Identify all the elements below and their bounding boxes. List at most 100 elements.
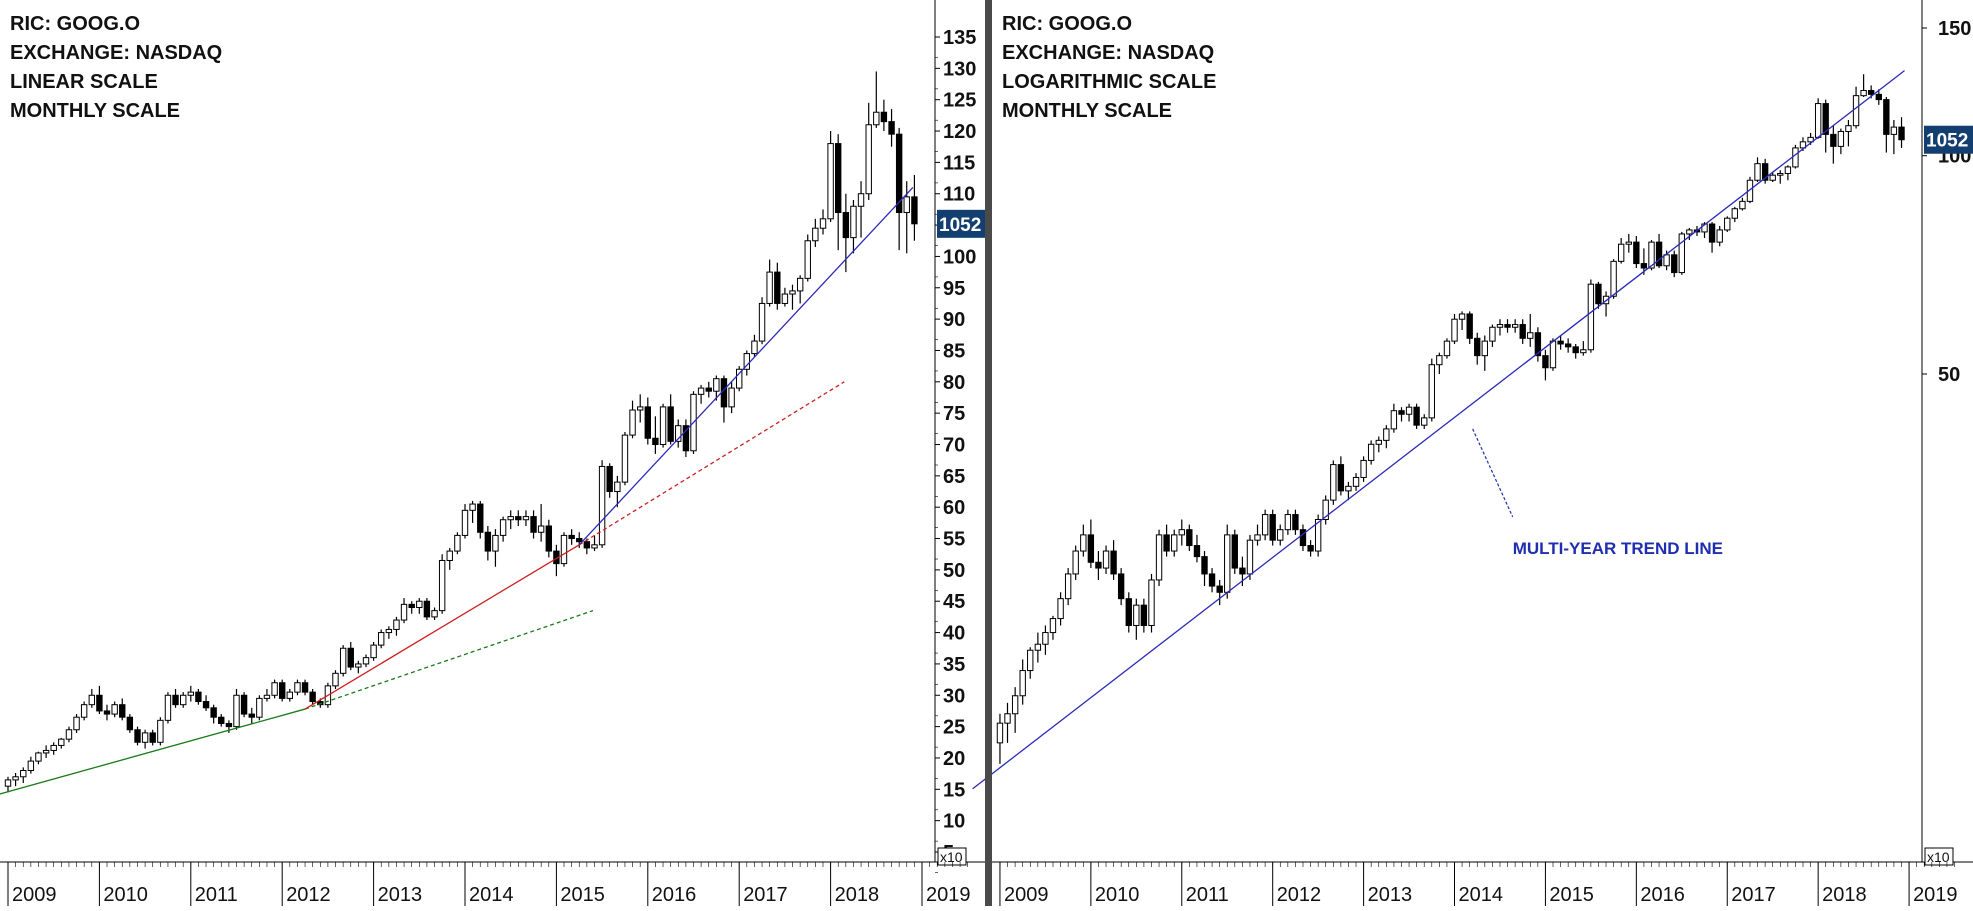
candle-up (50, 744, 57, 751)
candle-down (279, 682, 286, 699)
red-dotted-extension (578, 381, 845, 546)
candle-up (1617, 243, 1625, 262)
y-tick-label: 85 (943, 340, 965, 362)
candle-up (454, 534, 461, 552)
candle-up (1678, 233, 1685, 274)
y-tick-label: 50 (943, 560, 965, 582)
candle-down (1572, 346, 1579, 354)
candle-up (65, 729, 73, 740)
y-tick-label: 150 (1938, 18, 1971, 40)
candle-down (895, 133, 903, 214)
y-tick-label: 110 (943, 184, 975, 206)
candle-up (1019, 670, 1026, 697)
candle-down (1708, 223, 1716, 243)
candle-up (469, 503, 476, 511)
candle-up (743, 353, 750, 370)
candle-down (774, 271, 781, 304)
candle-down (126, 716, 134, 731)
candle-down (1231, 534, 1238, 569)
candle-up (1436, 355, 1443, 366)
candle-up (461, 509, 469, 536)
candle-up (256, 697, 263, 718)
candle-up (1155, 534, 1163, 581)
candle-up (1458, 313, 1466, 320)
candle-up (1421, 417, 1428, 426)
y-tick-label: 40 (943, 623, 965, 645)
candle-up (1133, 604, 1140, 626)
chart-info-line: MONTHLY SCALE (1002, 100, 1172, 122)
candle-down (888, 121, 895, 135)
candle-down (1398, 410, 1405, 415)
candle-up (1171, 534, 1178, 552)
candle-up (1511, 324, 1519, 328)
candle-down (423, 600, 431, 618)
candle-up (1769, 174, 1776, 181)
candle-up (1004, 713, 1011, 724)
candle-up (1527, 332, 1534, 339)
candle-down (1307, 545, 1314, 552)
green-dotted-extension (304, 610, 594, 710)
candle-down (210, 707, 217, 718)
candle-up (1314, 519, 1322, 552)
x-tick-label: 2013 (1368, 884, 1413, 906)
candle-up (1852, 95, 1860, 127)
y-tick-label: 125 (943, 90, 976, 112)
candle-down (652, 437, 659, 446)
candle-up (1549, 340, 1557, 369)
candle-down (583, 541, 591, 549)
candle-down (1504, 324, 1511, 328)
candle-up (1663, 254, 1670, 267)
candle-up (1034, 643, 1042, 651)
candle-up (1428, 364, 1435, 419)
candle-up (1610, 260, 1617, 297)
candle-down (1822, 103, 1829, 135)
candle-up (1360, 459, 1367, 478)
candle-up (416, 600, 423, 609)
multiplier-box (1924, 847, 1954, 866)
x-tick-label: 2012 (286, 884, 331, 906)
y-tick-label: 75 (943, 403, 965, 425)
chart-info-line: LINEAR SCALE (10, 71, 158, 93)
candle-up (873, 111, 880, 126)
candle-down (1564, 343, 1572, 348)
x-tick-label: 2011 (1186, 884, 1229, 906)
x-tick-label: 2012 (1277, 884, 1322, 906)
candle-up (355, 663, 362, 668)
candle-up (827, 143, 834, 220)
candles (996, 74, 1905, 764)
candle-up (111, 704, 118, 715)
candle-up (621, 434, 629, 483)
candle-up (736, 368, 743, 389)
candle-down (1633, 241, 1640, 265)
candle-down (317, 701, 324, 706)
candle-up (1625, 241, 1632, 245)
candle-up (1739, 200, 1746, 210)
candle-down (1474, 337, 1481, 357)
candle-up (781, 293, 789, 304)
candle-up (1451, 318, 1458, 342)
candle-up (446, 550, 453, 561)
panel-divider (985, 0, 992, 906)
candle-up (1746, 179, 1754, 202)
candle-down (705, 387, 712, 392)
candle-down (103, 710, 111, 715)
candle-up (1072, 550, 1079, 575)
candle-down (1557, 340, 1564, 345)
candle-up (629, 409, 636, 436)
multiplier-label: x10 (940, 849, 963, 865)
candle-down (911, 196, 918, 225)
candle-down (1761, 163, 1769, 181)
candle-up (431, 610, 438, 618)
candle-up (1284, 514, 1292, 531)
candle-up (1246, 539, 1254, 575)
y-tick-label: 100 (943, 246, 976, 268)
candle-up (1792, 147, 1799, 168)
candle-down (134, 729, 141, 743)
candle-up (385, 628, 393, 634)
candle-up (339, 647, 347, 674)
candle-up (758, 302, 766, 342)
candle-down (1655, 241, 1663, 267)
candle-down (119, 704, 126, 718)
candle-up (1049, 618, 1057, 634)
